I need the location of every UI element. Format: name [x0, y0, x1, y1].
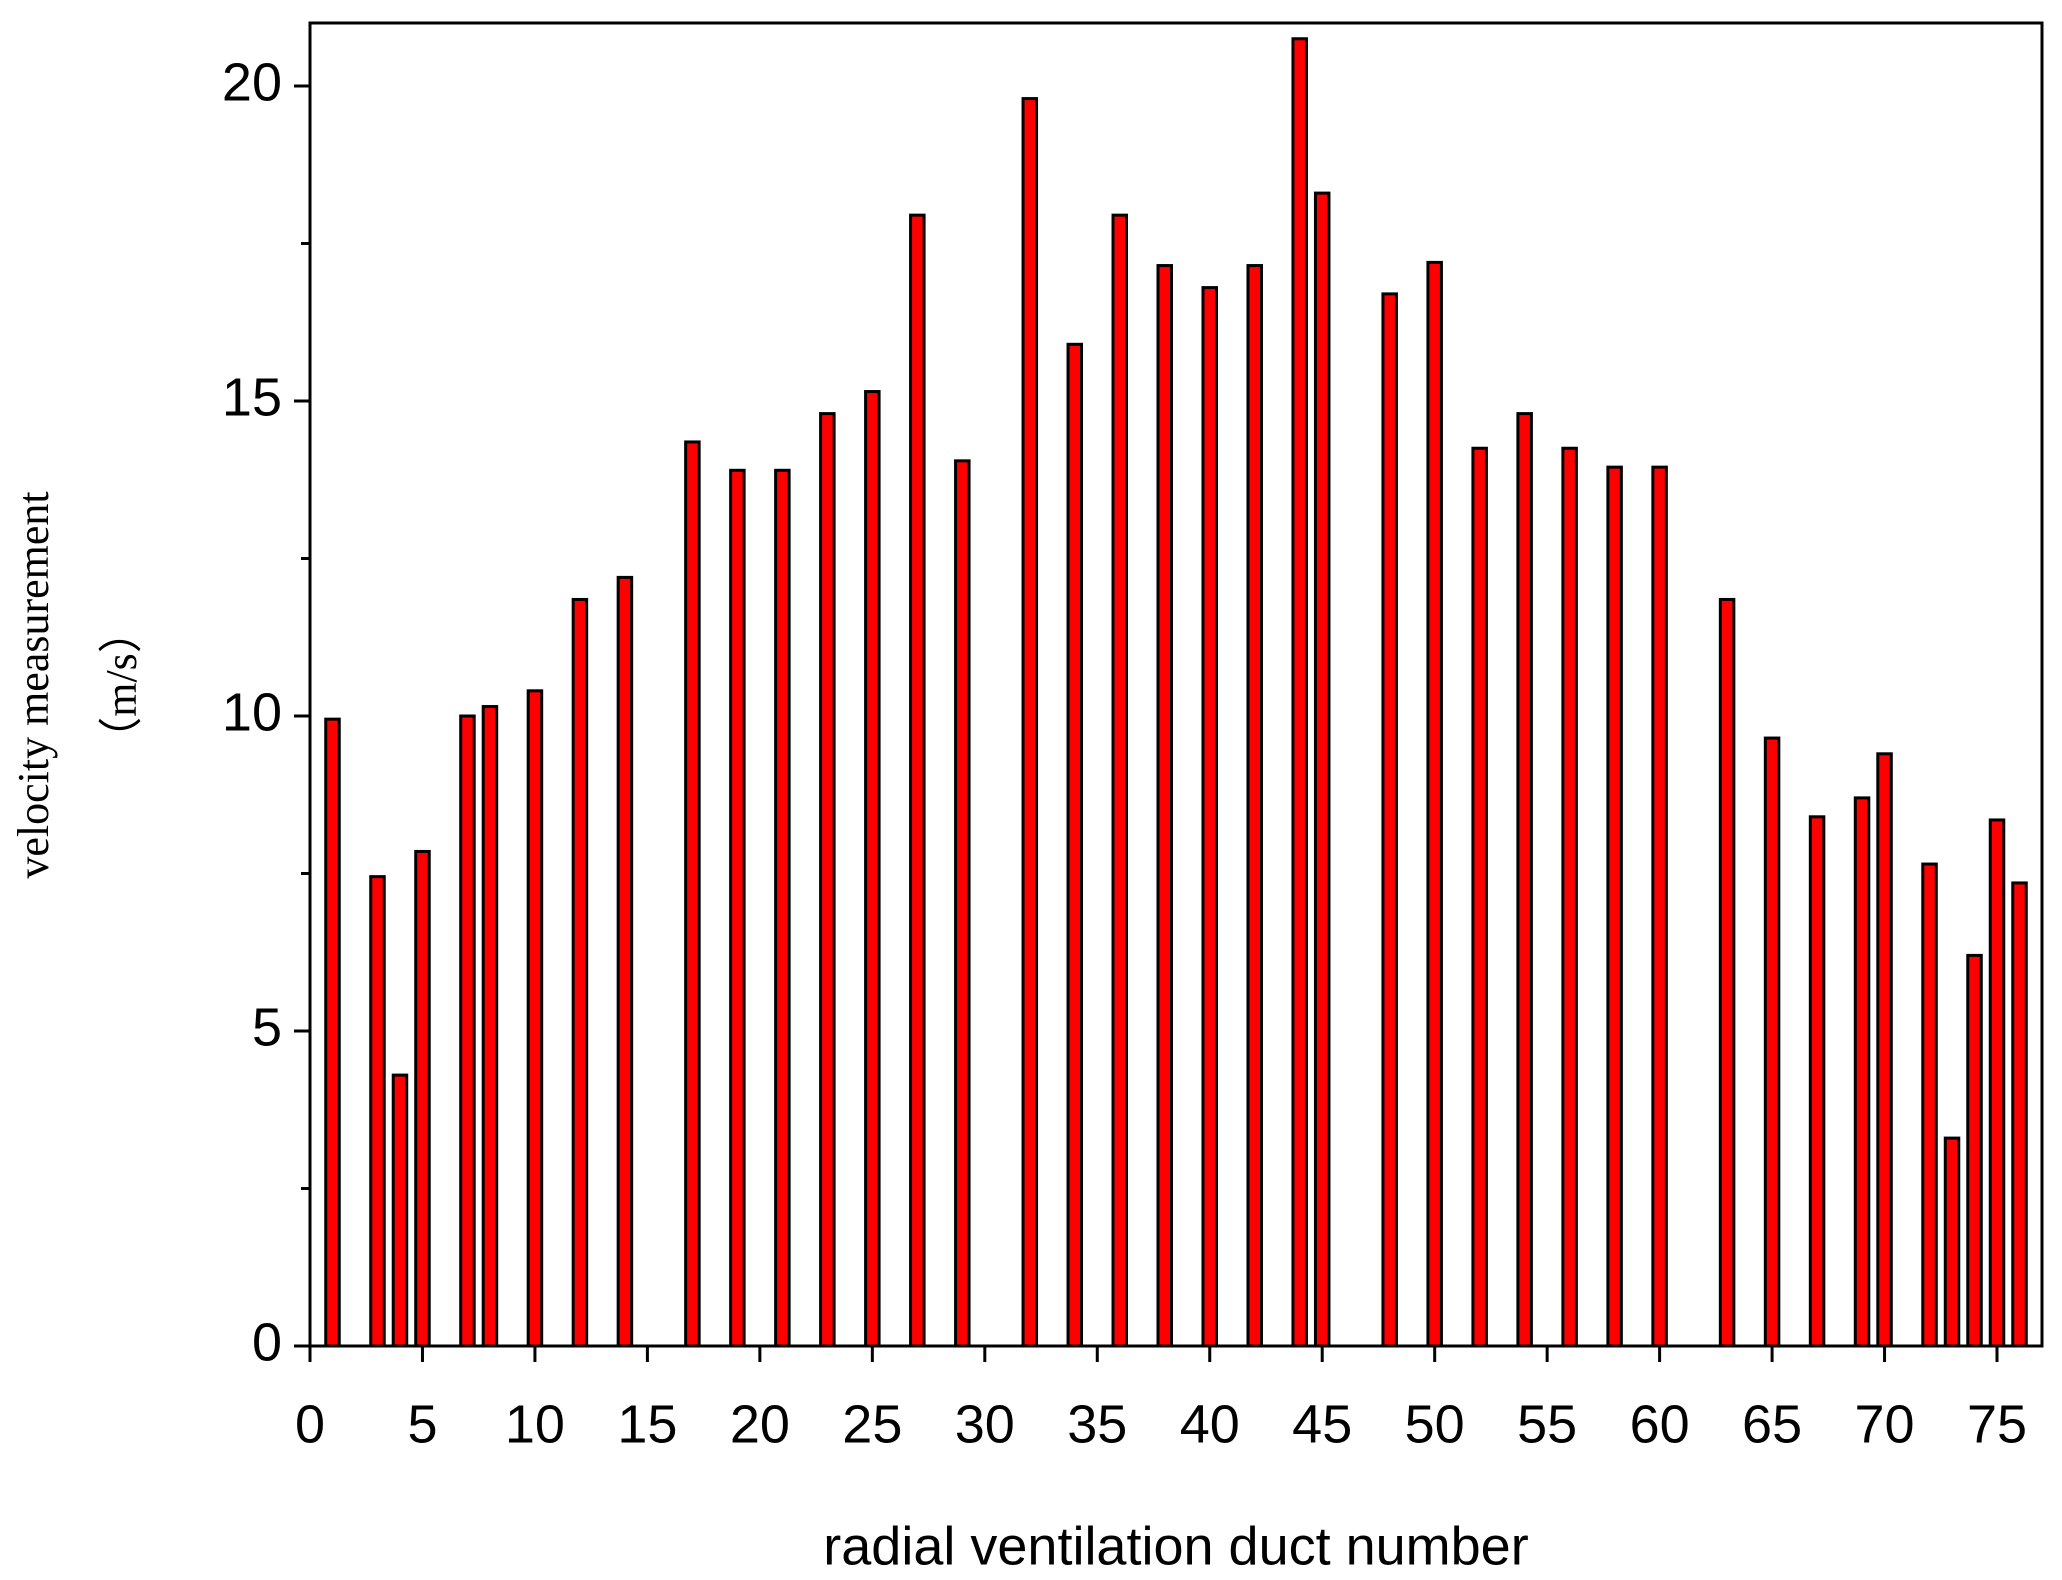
x-tick-label: 75 — [1967, 1394, 2027, 1454]
bar — [1471, 446, 1488, 1348]
bar — [324, 717, 341, 1348]
bar — [774, 468, 791, 1348]
bar — [1808, 815, 1826, 1348]
x-tick-label: 35 — [1067, 1394, 1127, 1454]
plot-frame — [308, 21, 2044, 1348]
y-tick-label: 15 — [222, 367, 282, 427]
bar — [1066, 342, 1084, 1348]
bar — [571, 597, 589, 1348]
bar — [1111, 213, 1129, 1348]
y-tick-label: 0 — [252, 1312, 282, 1372]
bar — [1876, 752, 1893, 1348]
x-tick-label: 40 — [1180, 1394, 1240, 1454]
x-tick-label: 20 — [730, 1394, 790, 1454]
bar — [459, 714, 476, 1348]
x-tick-label: 70 — [1855, 1394, 1915, 1454]
bar — [1763, 736, 1781, 1348]
bar — [1651, 465, 1668, 1348]
bar — [1943, 1136, 1961, 1348]
bar — [1606, 465, 1623, 1348]
bar — [1313, 191, 1331, 1348]
y-axis-label: velocity measurement — [9, 491, 58, 878]
bar — [1381, 292, 1398, 1348]
x-tick-label: 5 — [407, 1394, 437, 1454]
bar — [616, 575, 634, 1348]
bar — [1156, 264, 1174, 1348]
bar — [909, 213, 926, 1348]
y-axis-unit: （m/s） — [97, 609, 146, 761]
bar — [369, 875, 386, 1348]
bar — [1853, 796, 1871, 1348]
x-axis-label: radial ventilation duct number — [823, 1516, 1528, 1576]
bar — [1718, 597, 1736, 1348]
bar — [1921, 862, 1938, 1348]
bar — [1201, 286, 1218, 1348]
bar — [1426, 260, 1443, 1348]
bar — [1291, 37, 1308, 1348]
x-tick-label: 55 — [1517, 1394, 1577, 1454]
bar — [1988, 818, 2006, 1348]
bar — [391, 1073, 409, 1348]
y-tick-label: 5 — [252, 997, 282, 1057]
x-tick-label: 30 — [955, 1394, 1015, 1454]
x-tick-label: 25 — [842, 1394, 902, 1454]
y-tick-label: 10 — [222, 682, 282, 742]
x-tick-label: 65 — [1742, 1394, 1802, 1454]
bar — [2011, 881, 2028, 1348]
bar — [414, 849, 431, 1348]
bar — [954, 459, 971, 1348]
bar — [684, 440, 701, 1348]
x-tick-label: 15 — [617, 1394, 677, 1454]
bar — [1966, 953, 1983, 1348]
bar — [1561, 446, 1578, 1348]
x-tick-label: 10 — [505, 1394, 565, 1454]
x-tick-label: 45 — [1292, 1394, 1352, 1454]
bar — [526, 689, 544, 1348]
x-tick-label: 0 — [295, 1394, 325, 1454]
bar — [1246, 264, 1263, 1348]
bar — [1516, 412, 1533, 1348]
y-tick-label: 20 — [222, 52, 282, 112]
bar — [481, 705, 499, 1348]
bar — [864, 390, 881, 1348]
bar — [729, 468, 746, 1348]
x-tick-label: 60 — [1630, 1394, 1690, 1454]
bar — [1021, 97, 1039, 1348]
x-tick-label: 50 — [1405, 1394, 1465, 1454]
bar — [819, 412, 836, 1348]
